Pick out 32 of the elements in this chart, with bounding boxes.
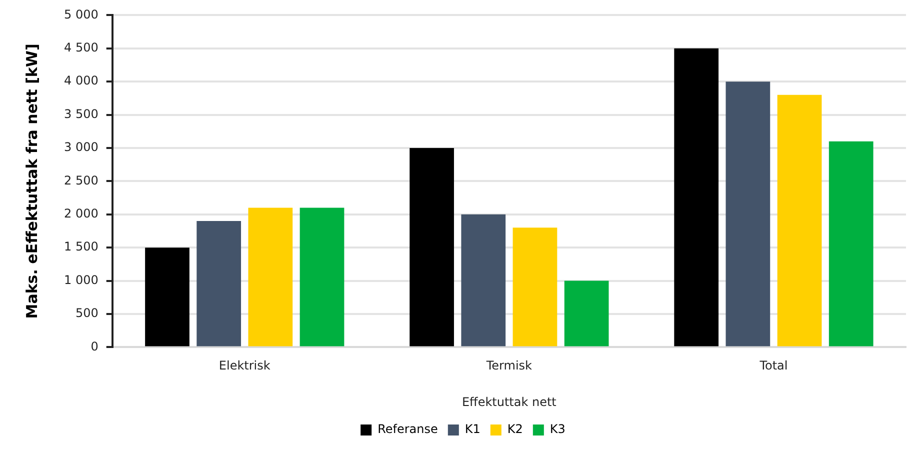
y-tick-label: 3 000	[64, 140, 98, 154]
legend-label: K3	[550, 422, 566, 436]
bar	[674, 48, 719, 346]
y-tick-label: 500	[75, 306, 98, 320]
bar	[512, 228, 558, 346]
x-tick-label: Termisk	[485, 358, 532, 373]
y-tick-label: 4 000	[64, 74, 98, 88]
bar	[777, 94, 822, 346]
y-tick-label: 0	[90, 339, 98, 354]
x-tick-label: Elektrisk	[218, 358, 270, 373]
y-tick-label: 2 000	[64, 206, 98, 221]
legend-label: K1	[464, 422, 480, 436]
x-tick-label: Total	[758, 358, 788, 373]
bar	[300, 208, 344, 346]
bar	[828, 141, 874, 346]
bar	[564, 280, 609, 346]
legend-label: K2	[507, 422, 523, 436]
y-tick-label: 5 000	[64, 7, 98, 22]
y-tick-label: 2 500	[64, 173, 98, 188]
bar	[410, 148, 454, 346]
bar	[196, 221, 242, 346]
y-tick-label: 3 500	[64, 106, 98, 121]
x-axis-title: Effektuttak nett	[462, 394, 557, 409]
bar	[461, 214, 506, 346]
bar	[248, 208, 293, 346]
y-tick-label: 4 500	[64, 40, 98, 55]
bar	[145, 248, 190, 346]
y-tick-label: 1 000	[64, 272, 98, 287]
legend-label: Referanse	[378, 422, 438, 436]
y-tick-label: 1 500	[64, 240, 98, 254]
bar	[726, 82, 770, 346]
y-axis-title: Maks. eEffektuttak fra nett [kW]	[22, 44, 41, 319]
